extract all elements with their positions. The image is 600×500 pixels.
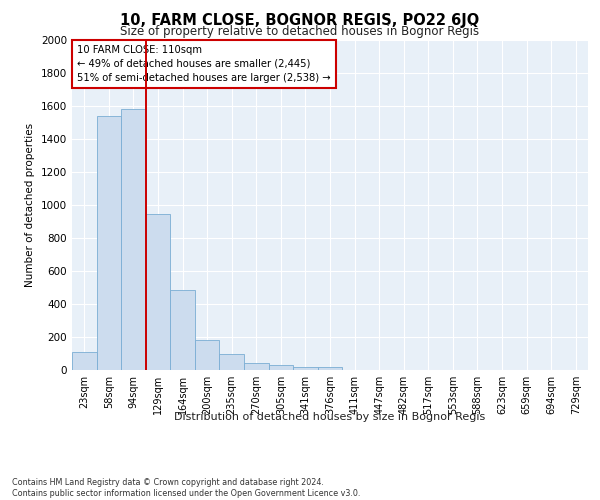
Bar: [293, 367, 318, 370]
Bar: [318, 367, 342, 370]
Text: Size of property relative to detached houses in Bognor Regis: Size of property relative to detached ho…: [121, 25, 479, 38]
Text: 10 FARM CLOSE: 110sqm
← 49% of detached houses are smaller (2,445)
51% of semi-d: 10 FARM CLOSE: 110sqm ← 49% of detached …: [77, 45, 331, 83]
Bar: [195, 340, 220, 370]
Bar: [269, 366, 293, 370]
Text: Contains HM Land Registry data © Crown copyright and database right 2024.
Contai: Contains HM Land Registry data © Crown c…: [12, 478, 361, 498]
Bar: [146, 214, 170, 370]
Bar: [244, 364, 269, 370]
Bar: [170, 290, 195, 370]
Text: 10, FARM CLOSE, BOGNOR REGIS, PO22 6JQ: 10, FARM CLOSE, BOGNOR REGIS, PO22 6JQ: [121, 12, 479, 28]
Text: Distribution of detached houses by size in Bognor Regis: Distribution of detached houses by size …: [175, 412, 485, 422]
Bar: [121, 110, 146, 370]
Bar: [97, 116, 121, 370]
Bar: [72, 352, 97, 370]
Y-axis label: Number of detached properties: Number of detached properties: [25, 123, 35, 287]
Bar: [220, 354, 244, 370]
